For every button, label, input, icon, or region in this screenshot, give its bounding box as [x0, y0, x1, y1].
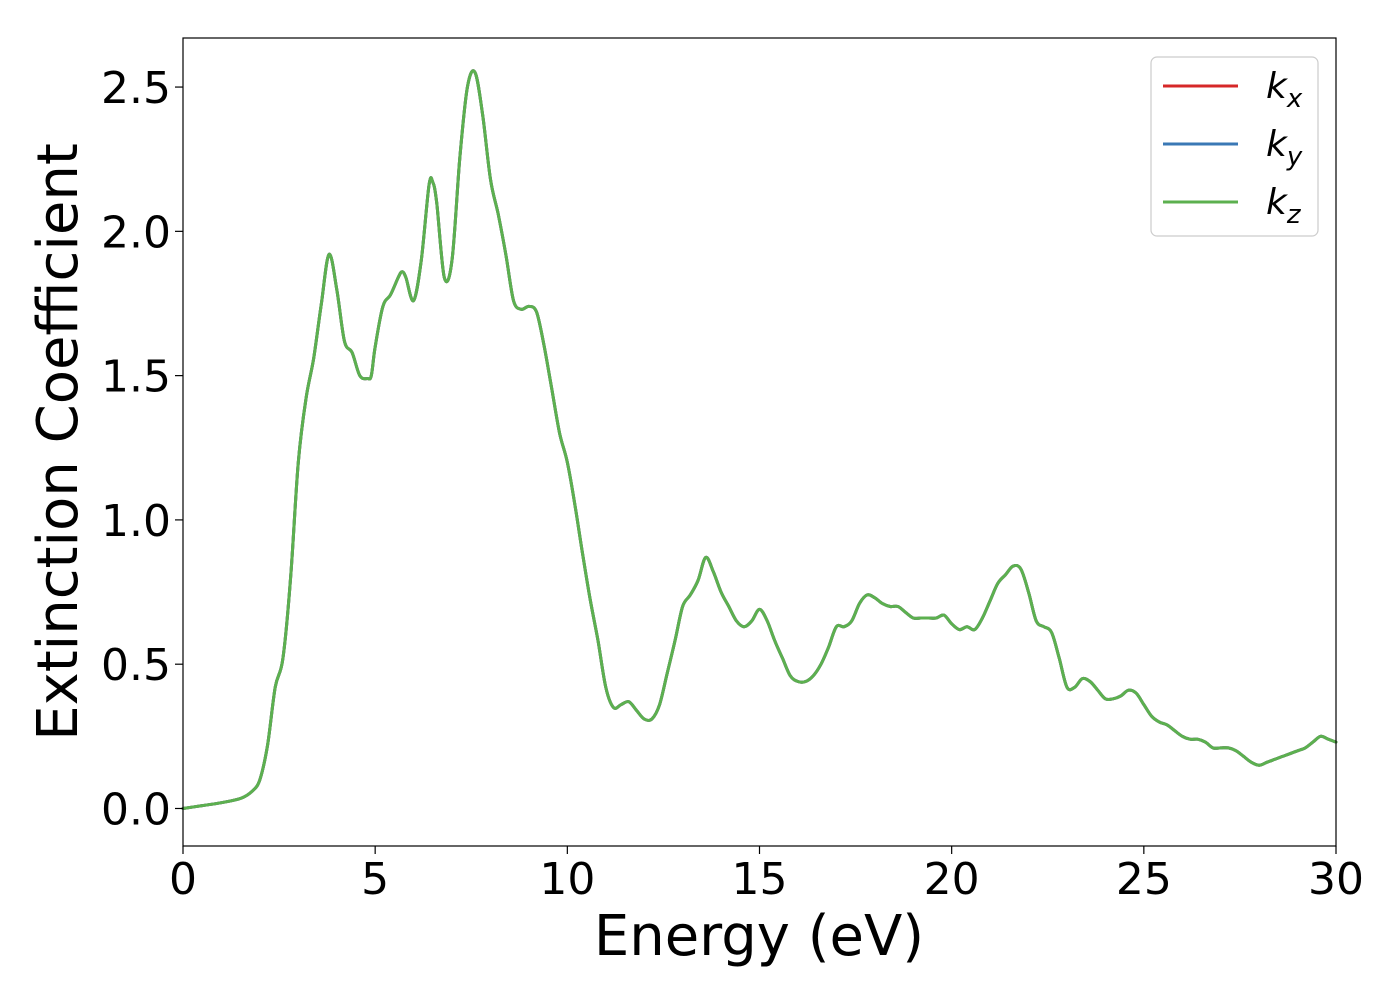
y-tick-label: 0.5	[101, 640, 171, 691]
y-tick-label: 1.5	[101, 352, 171, 403]
y-tick-label: 0.0	[101, 784, 171, 835]
legend-label-ky: ky	[1266, 124, 1303, 172]
y-tick-label: 2.0	[101, 207, 171, 258]
series-line-k-z	[181, 69, 1338, 810]
x-tick-label: 30	[1308, 854, 1364, 905]
x-tick-label: 25	[1116, 854, 1172, 905]
legend-label-kx: kx	[1266, 66, 1303, 114]
y-axis-label: Extinction Coefficient	[26, 143, 91, 741]
x-axis-label: Energy (eV)	[594, 904, 924, 969]
legend-box	[1150, 56, 1319, 237]
y-tick-label: 1.0	[101, 496, 171, 547]
x-tick-label: 10	[539, 854, 595, 905]
y-axis-ticks: 0.0 0.5 1.0 1.5 2.0 2.5	[101, 63, 183, 835]
legend: kx ky kz	[1150, 56, 1319, 237]
legend-label-kz: kz	[1266, 182, 1302, 230]
series-layer	[181, 69, 1338, 810]
x-axis-ticks: 0 5 10 15 20 25 30	[169, 846, 1364, 905]
x-tick-label: 0	[169, 854, 197, 905]
x-tick-label: 5	[361, 854, 389, 905]
x-tick-label: 15	[732, 854, 788, 905]
x-tick-label: 20	[924, 854, 980, 905]
y-tick-label: 2.5	[101, 63, 171, 114]
